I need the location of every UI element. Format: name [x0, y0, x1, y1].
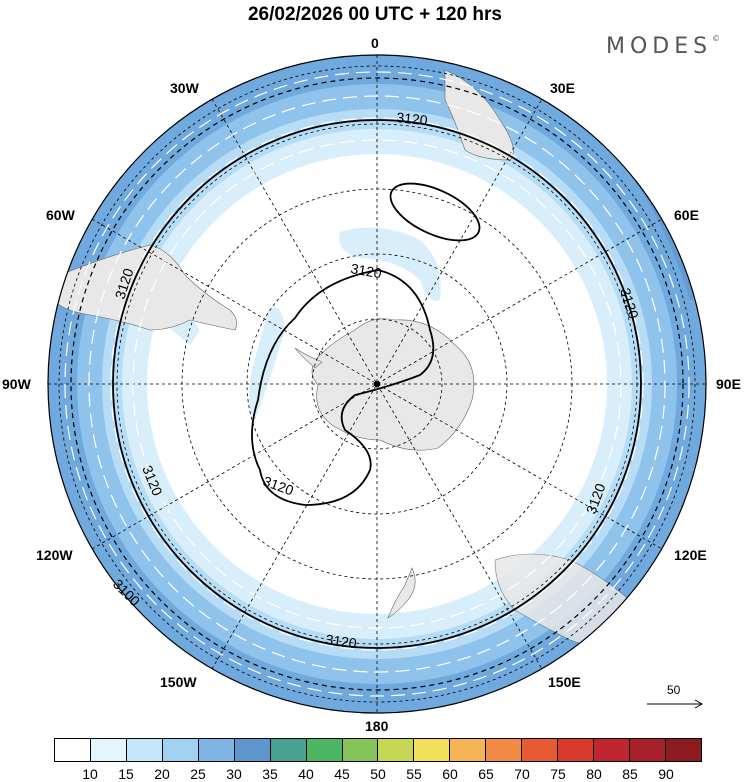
colorbar-swatch [198, 739, 235, 761]
colorbar-swatch [306, 739, 343, 761]
lon-label-60e: 60E [674, 207, 699, 223]
colorbar-swatch [90, 739, 127, 761]
colorbar-swatch [126, 739, 163, 761]
colorbar-swatch [414, 739, 451, 761]
colorbar-swatch [630, 739, 666, 761]
colorbar-tick-label: 80 [586, 766, 602, 782]
contour-3120-closed [389, 182, 481, 242]
colorbar-swatch [558, 739, 595, 761]
colorbar-swatch [55, 739, 91, 761]
colorbar-tick-label: 25 [190, 766, 206, 782]
colorbar-tick-label: 65 [478, 766, 494, 782]
polar-map: 3120 3120 3120 3120 3120 3120 3120 3120 … [47, 54, 707, 714]
brand-name: MODES [606, 34, 713, 59]
wind-ring-4 [132, 139, 622, 629]
contour-label-8: 3120 [325, 631, 358, 651]
pole-marker [374, 381, 380, 387]
colorbar-tick-label: 85 [622, 766, 638, 782]
colorbar-swatch [594, 739, 630, 761]
lon-label-150w: 150W [160, 674, 197, 690]
wind-vectors [64, 71, 690, 697]
lat-circle-5 [58, 65, 696, 703]
lon-label-60w: 60W [46, 207, 75, 223]
lat-circle-1 [311, 318, 443, 450]
lon-label-0: 0 [371, 35, 379, 51]
colorbar-swatch [234, 739, 271, 761]
wind-reference-value: 50 [667, 683, 681, 697]
colorbar-swatch [270, 739, 307, 761]
new-zealand [387, 567, 416, 619]
colorbar-swatch [342, 739, 379, 761]
contour-3100 [70, 77, 684, 691]
wind-ring-2 [88, 95, 666, 673]
colorbar-tick-label: 75 [550, 766, 566, 782]
brand-mark: © [712, 34, 721, 43]
colorbar-swatch [522, 739, 559, 761]
lon-label-150e: 150E [548, 674, 581, 690]
map-title: 26/02/2026 00 UTC + 120 hrs [247, 4, 503, 25]
colorbar-swatch [378, 739, 415, 761]
wind-ring-1 [64, 71, 690, 697]
colorbar-swatch [665, 739, 701, 761]
colorbar-tick-label: 45 [334, 766, 350, 782]
colorbar-tick-label: 35 [262, 766, 278, 782]
meridian-120 [91, 218, 663, 550]
south-america [54, 244, 237, 331]
wind-reference-arrow [647, 699, 704, 709]
lon-label-120e: 120E [674, 547, 707, 563]
colorbar-swatch [450, 739, 487, 761]
brand-logo: MODES© [606, 34, 720, 59]
lon-label-120w: 120W [36, 547, 73, 563]
colorbar-tick-label: 70 [514, 766, 530, 782]
colorbar-tick-label: 20 [154, 766, 170, 782]
wind-reference: 50 [645, 683, 705, 713]
wind-ring-3 [110, 117, 644, 651]
lon-label-90e: 90E [716, 376, 741, 392]
antarctic-peninsula [294, 347, 323, 369]
meridian-150 [211, 98, 543, 670]
contour-3120-outer [112, 119, 642, 649]
meridian-60 [91, 218, 663, 550]
map-disk [48, 55, 706, 713]
contour-label-1: 3120 [396, 109, 429, 128]
colorbar-tick-label: 60 [442, 766, 458, 782]
lon-label-180: 180 [365, 718, 389, 734]
lon-label-30w: 30W [170, 80, 199, 96]
colorbar-tick-label: 55 [406, 766, 422, 782]
colorbar-swatch [162, 739, 199, 761]
map-border [47, 54, 707, 714]
colorbar-tick-label: 10 [82, 766, 98, 782]
colorbar-tick-label: 50 [370, 766, 386, 782]
colorbar [54, 738, 702, 762]
contour-3120-inner [251, 269, 435, 506]
colorbar-tick-label: 30 [226, 766, 242, 782]
graticule [48, 55, 706, 713]
lon-label-90w: 90W [2, 376, 31, 392]
contour-label-2: 3120 [349, 260, 383, 281]
lon-label-30e: 30E [550, 80, 575, 96]
colorbar-tick-label: 40 [298, 766, 314, 782]
colorbar-swatch [486, 739, 523, 761]
patch-atlantic [339, 227, 441, 301]
meridian-30 [211, 98, 543, 670]
colorbar-tick-label: 90 [658, 766, 674, 782]
colorbar-tick-label: 15 [118, 766, 134, 782]
colorbar-ticks: 10 15 20 25 30 35 40 45 50 55 60 65 70 75 80 85 90 [54, 766, 702, 782]
